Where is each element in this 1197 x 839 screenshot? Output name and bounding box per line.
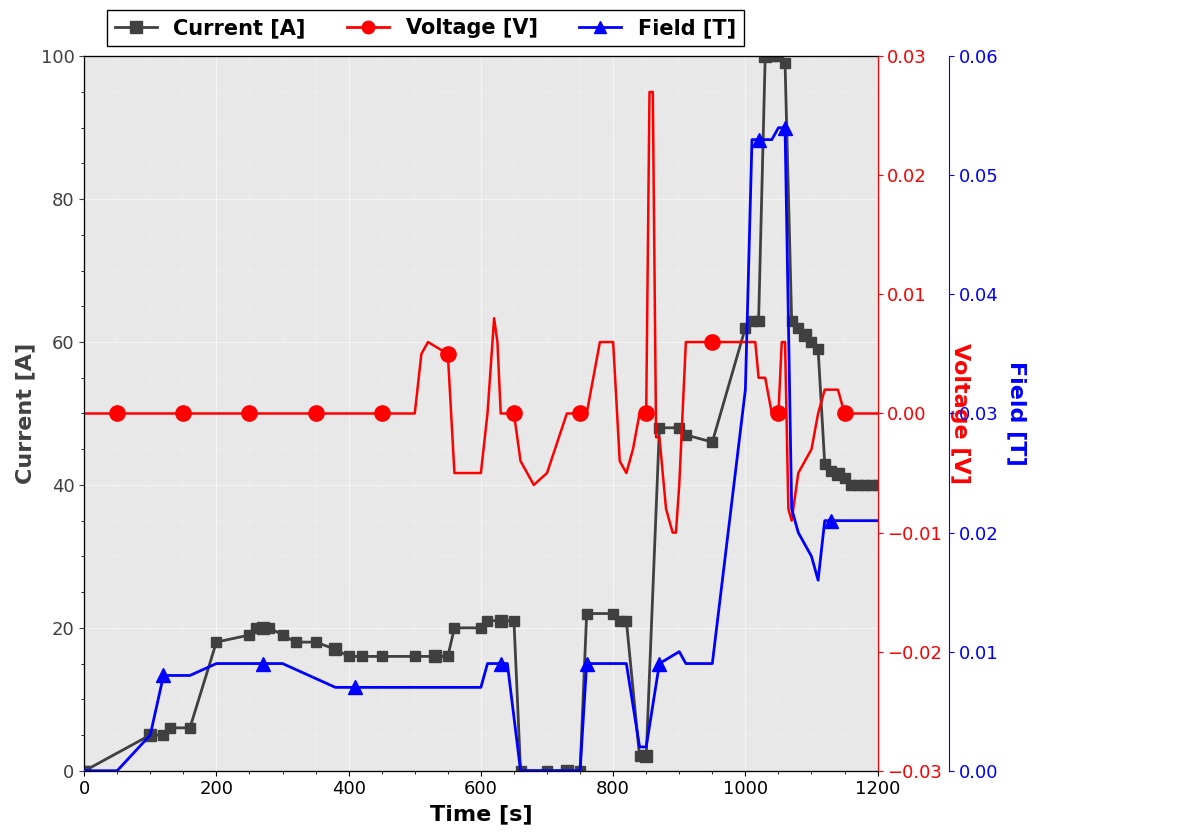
Voltage [V] xyxy=(669,528,683,538)
Field [T] xyxy=(844,516,858,526)
Current [A] xyxy=(672,423,686,433)
Y-axis label: Voltage [V]: Voltage [V] xyxy=(950,343,970,484)
Field [T] xyxy=(870,516,885,526)
Current [A] xyxy=(870,480,885,490)
Field [T] xyxy=(705,659,719,669)
Voltage [V] xyxy=(864,409,879,419)
Line: Current [A]: Current [A] xyxy=(79,51,882,775)
Voltage [V] xyxy=(209,409,224,419)
Field [T] xyxy=(480,659,494,669)
Y-axis label: Field [T]: Field [T] xyxy=(1007,361,1026,466)
Line: Voltage [V]: Voltage [V] xyxy=(84,92,877,533)
Voltage [V] xyxy=(421,337,436,347)
Voltage [V] xyxy=(643,87,657,97)
Current [A] xyxy=(474,623,488,633)
Legend: Current [A], Voltage [V], Field [T]: Current [A], Voltage [V], Field [T] xyxy=(107,9,745,46)
Voltage [V] xyxy=(408,409,423,419)
Voltage [V] xyxy=(870,409,885,419)
Current [A] xyxy=(778,59,792,69)
Field [T] xyxy=(579,659,594,669)
Voltage [V] xyxy=(666,528,680,538)
Current [A] xyxy=(78,766,92,776)
Line: Field [T]: Field [T] xyxy=(84,128,877,771)
Y-axis label: Current [A]: Current [A] xyxy=(16,343,35,484)
Current [A] xyxy=(632,752,646,762)
Current [A] xyxy=(705,437,719,447)
Field [T] xyxy=(672,647,686,657)
Current [A] xyxy=(77,766,91,776)
Current [A] xyxy=(758,51,772,61)
Field [T] xyxy=(771,122,785,133)
X-axis label: Time [s]: Time [s] xyxy=(430,804,533,824)
Field [T] xyxy=(77,766,91,776)
Field [T] xyxy=(183,670,198,680)
Voltage [V] xyxy=(77,409,91,419)
Voltage [V] xyxy=(778,337,792,347)
